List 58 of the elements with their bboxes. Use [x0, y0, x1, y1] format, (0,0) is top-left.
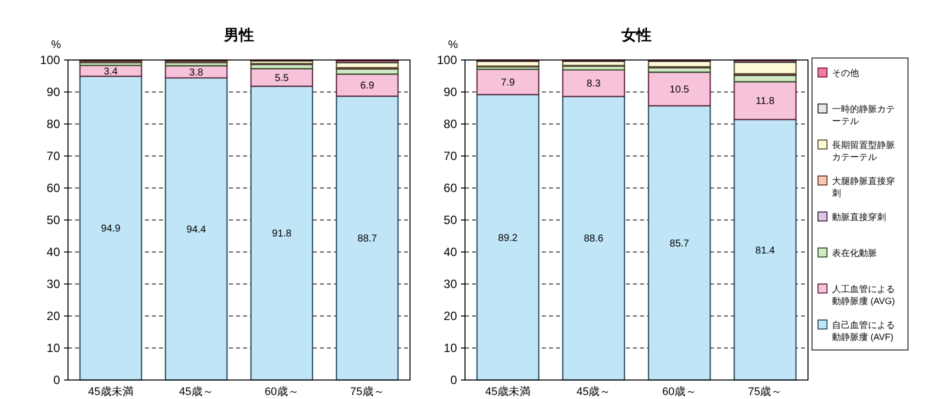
x-tick-label: 45歳未満: [485, 385, 530, 398]
y-tick-label: 10: [46, 341, 60, 355]
data-label: 7.9: [500, 77, 516, 88]
y-tick-label: 20: [46, 309, 60, 323]
x-tick-label: 45歳～: [576, 385, 611, 398]
y-tick-label: 100: [40, 53, 60, 67]
data-label: 94.4: [186, 224, 206, 236]
data-label: 94.9: [101, 224, 121, 235]
y-tick-label: 80: [46, 117, 60, 131]
chart-title: 男性: [223, 27, 254, 44]
y-tick-label: 70: [46, 149, 60, 163]
legend-label: 大腿静脈直接穿刺: [832, 176, 895, 198]
y-tick-label: 0: [53, 373, 60, 387]
y-tick-label: 60: [444, 181, 458, 195]
x-tick-label: 60歳～: [662, 385, 696, 398]
x-tick-label: 45歳～: [179, 385, 214, 398]
data-label: 81.4: [755, 245, 776, 256]
legend-label: 人工血管による動静脈瘻 (AVG): [832, 284, 895, 306]
y-tick-label: 70: [444, 149, 458, 163]
y-tick-label: 20: [444, 309, 458, 323]
data-label: 3.8: [189, 67, 204, 78]
x-tick-label: 45歳未満: [88, 385, 134, 398]
data-label: 85.7: [670, 238, 690, 250]
y-tick-label: 30: [46, 277, 60, 291]
x-tick-label: 75歳～: [350, 385, 384, 398]
legend-label: 表在化動脈: [832, 248, 877, 258]
y-tick-label: 0: [450, 373, 458, 387]
legend-label: その他: [832, 68, 859, 78]
data-label: 91.8: [272, 228, 292, 240]
y-axis-title: %: [51, 39, 62, 51]
legend-label: 自己血管による動静脈瘻 (AVF): [832, 320, 895, 342]
y-tick-label: 40: [46, 245, 60, 259]
chart-title: 女性: [620, 27, 652, 44]
y-tick-label: 90: [444, 85, 458, 99]
legend-label: 一時的静脈カテーテル: [832, 104, 895, 126]
data-label: 10.5: [670, 84, 690, 96]
data-label: 3.4: [104, 66, 118, 78]
x-tick-label: 60歳～: [264, 385, 299, 398]
data-label: 5.5: [274, 72, 290, 84]
y-tick-label: 90: [46, 85, 60, 99]
y-tick-label: 80: [444, 117, 458, 131]
y-tick-label: 50: [444, 213, 458, 227]
data-label: 88.7: [358, 234, 378, 245]
data-label: 6.9: [360, 80, 375, 92]
legend-label: 長期留置型静脈カテーテル: [832, 140, 895, 162]
y-tick-label: 40: [444, 245, 458, 259]
y-tick-label: 10: [444, 341, 458, 355]
x-tick-label: 75歳～: [748, 385, 782, 398]
y-tick-label: 50: [46, 213, 60, 227]
data-label: 89.2: [498, 232, 518, 244]
data-label: 11.8: [756, 96, 775, 108]
data-label: 8.3: [586, 78, 602, 90]
y-tick-label: 30: [444, 277, 458, 291]
y-axis-title: %: [448, 39, 458, 51]
y-tick-label: 60: [46, 181, 60, 195]
legend-label: 動脈直接穿刺: [832, 212, 886, 222]
data-label: 88.6: [584, 234, 604, 245]
y-tick-label: 100: [436, 53, 458, 67]
